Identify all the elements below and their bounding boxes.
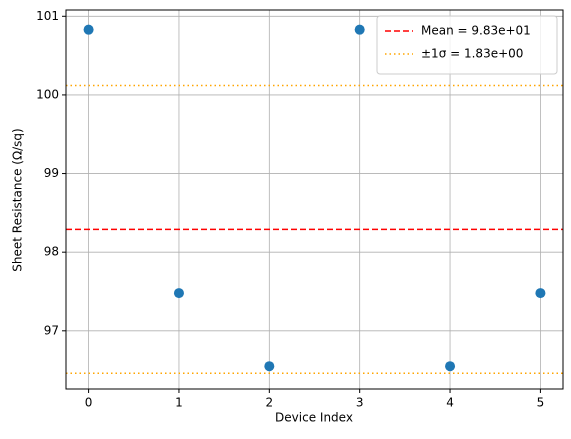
x-tick-label: 3	[356, 396, 364, 410]
legend-label: Mean = 9.83e+01	[421, 24, 531, 38]
x-tick-label: 0	[85, 396, 93, 410]
legend-label: ±1σ = 1.83e+00	[421, 47, 523, 61]
point	[83, 24, 94, 35]
y-axis-label: Sheet Resistance (Ω/sq)	[11, 128, 25, 271]
point	[264, 361, 275, 372]
point	[445, 361, 456, 372]
point	[354, 24, 365, 35]
x-axis-label: Device Index	[275, 411, 353, 425]
plot-frame	[65, 9, 564, 390]
point	[535, 288, 546, 299]
y-tick-label: 98	[44, 245, 59, 259]
y-tick-label: 101	[36, 9, 59, 23]
y-tick-label: 99	[44, 166, 59, 180]
x-tick-label: 2	[265, 396, 273, 410]
y-tick-label: 100	[36, 87, 59, 101]
y-tick-label: 97	[44, 323, 59, 337]
x-tick-label: 5	[537, 396, 545, 410]
point	[173, 288, 184, 299]
x-tick-label: 1	[175, 396, 183, 410]
x-tick-label: 4	[446, 396, 454, 410]
legend-box	[376, 15, 558, 75]
